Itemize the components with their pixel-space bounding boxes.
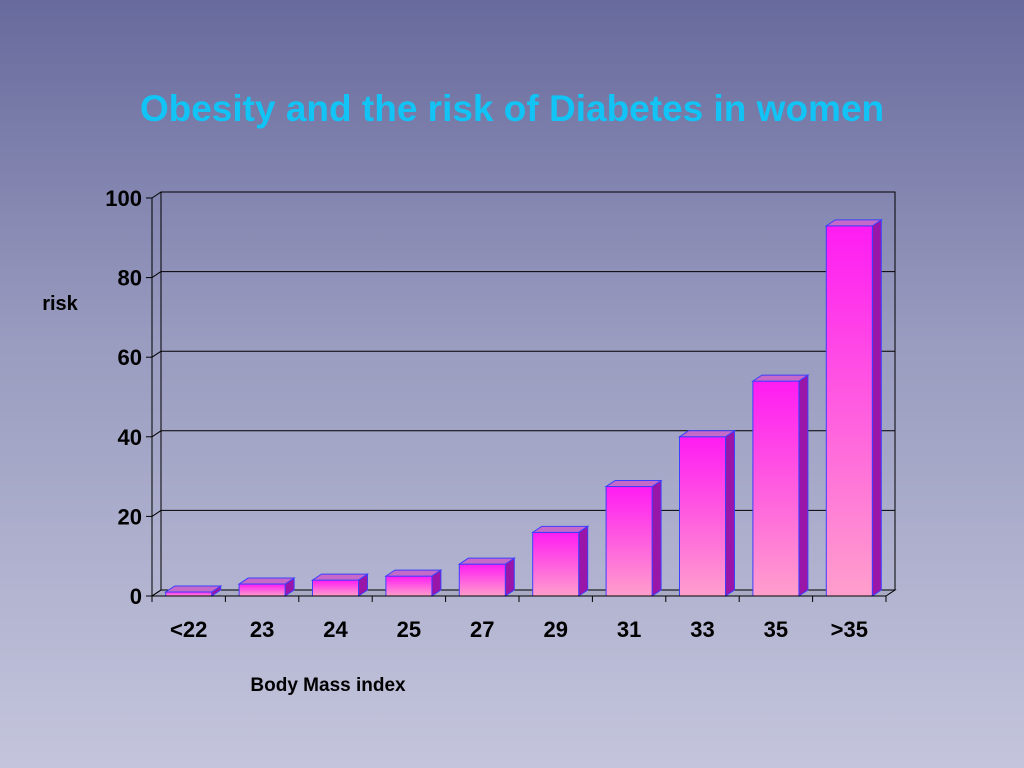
- bar-top: [457, 557, 516, 565]
- x-tick-label: >35: [831, 617, 868, 642]
- y-tick-label: 20: [118, 504, 142, 529]
- bar: [165, 591, 213, 597]
- y-tick-label: 0: [130, 584, 142, 609]
- x-tick-label: <22: [170, 617, 207, 642]
- bar-top: [237, 577, 296, 585]
- y-tick-label: 80: [118, 266, 142, 291]
- bar-top: [824, 219, 883, 227]
- bar-top: [677, 430, 737, 438]
- x-tick-label: 35: [764, 617, 788, 642]
- bar-side: [798, 374, 809, 597]
- bar: [385, 575, 433, 597]
- bar: [825, 225, 873, 597]
- y-tick-label: 60: [118, 345, 142, 370]
- y-tick-depth: [151, 509, 162, 517]
- y-tick-depth: [151, 191, 162, 199]
- bar-side: [871, 218, 882, 597]
- x-tick-label: 27: [470, 617, 494, 642]
- x-tick-label: 23: [250, 617, 274, 642]
- bar: [605, 486, 653, 597]
- x-tick-label: 24: [323, 617, 348, 642]
- bar-top: [531, 525, 590, 533]
- bar-side: [578, 525, 589, 597]
- bar-top: [164, 585, 223, 593]
- y-axis-label: risk: [42, 293, 78, 315]
- x-axis-label: Body Mass index: [250, 675, 406, 696]
- bar: [458, 563, 506, 597]
- bar: [312, 579, 359, 597]
- plot-area: 0 20 40 60 80 100 <22 23 24 25 27 29 31 33 35 >35: [105, 186, 897, 642]
- bar-top: [751, 374, 810, 382]
- chart-title: Obesity and the risk of Diabetes in wome…: [140, 88, 884, 129]
- x-tick-label: 33: [690, 617, 714, 642]
- x-tick-label: 29: [543, 617, 567, 642]
- x-tick-label: 31: [617, 617, 641, 642]
- bar: [238, 583, 286, 597]
- x-tick-label: 25: [397, 617, 421, 642]
- bar: [679, 436, 726, 597]
- bar-top: [384, 569, 443, 577]
- y-tick-depth: [151, 271, 162, 279]
- y-tick-depth: [151, 430, 162, 438]
- bar-side: [725, 429, 735, 597]
- y-tick-depth: [151, 589, 162, 597]
- bar: [532, 531, 580, 597]
- y-tick-label: 100: [105, 186, 142, 211]
- bar-side: [651, 479, 662, 597]
- bar-top: [604, 480, 663, 488]
- y-tick-label: 40: [118, 425, 142, 450]
- bar-top: [310, 573, 370, 581]
- bar: [752, 380, 800, 597]
- y-tick-depth: [151, 350, 162, 358]
